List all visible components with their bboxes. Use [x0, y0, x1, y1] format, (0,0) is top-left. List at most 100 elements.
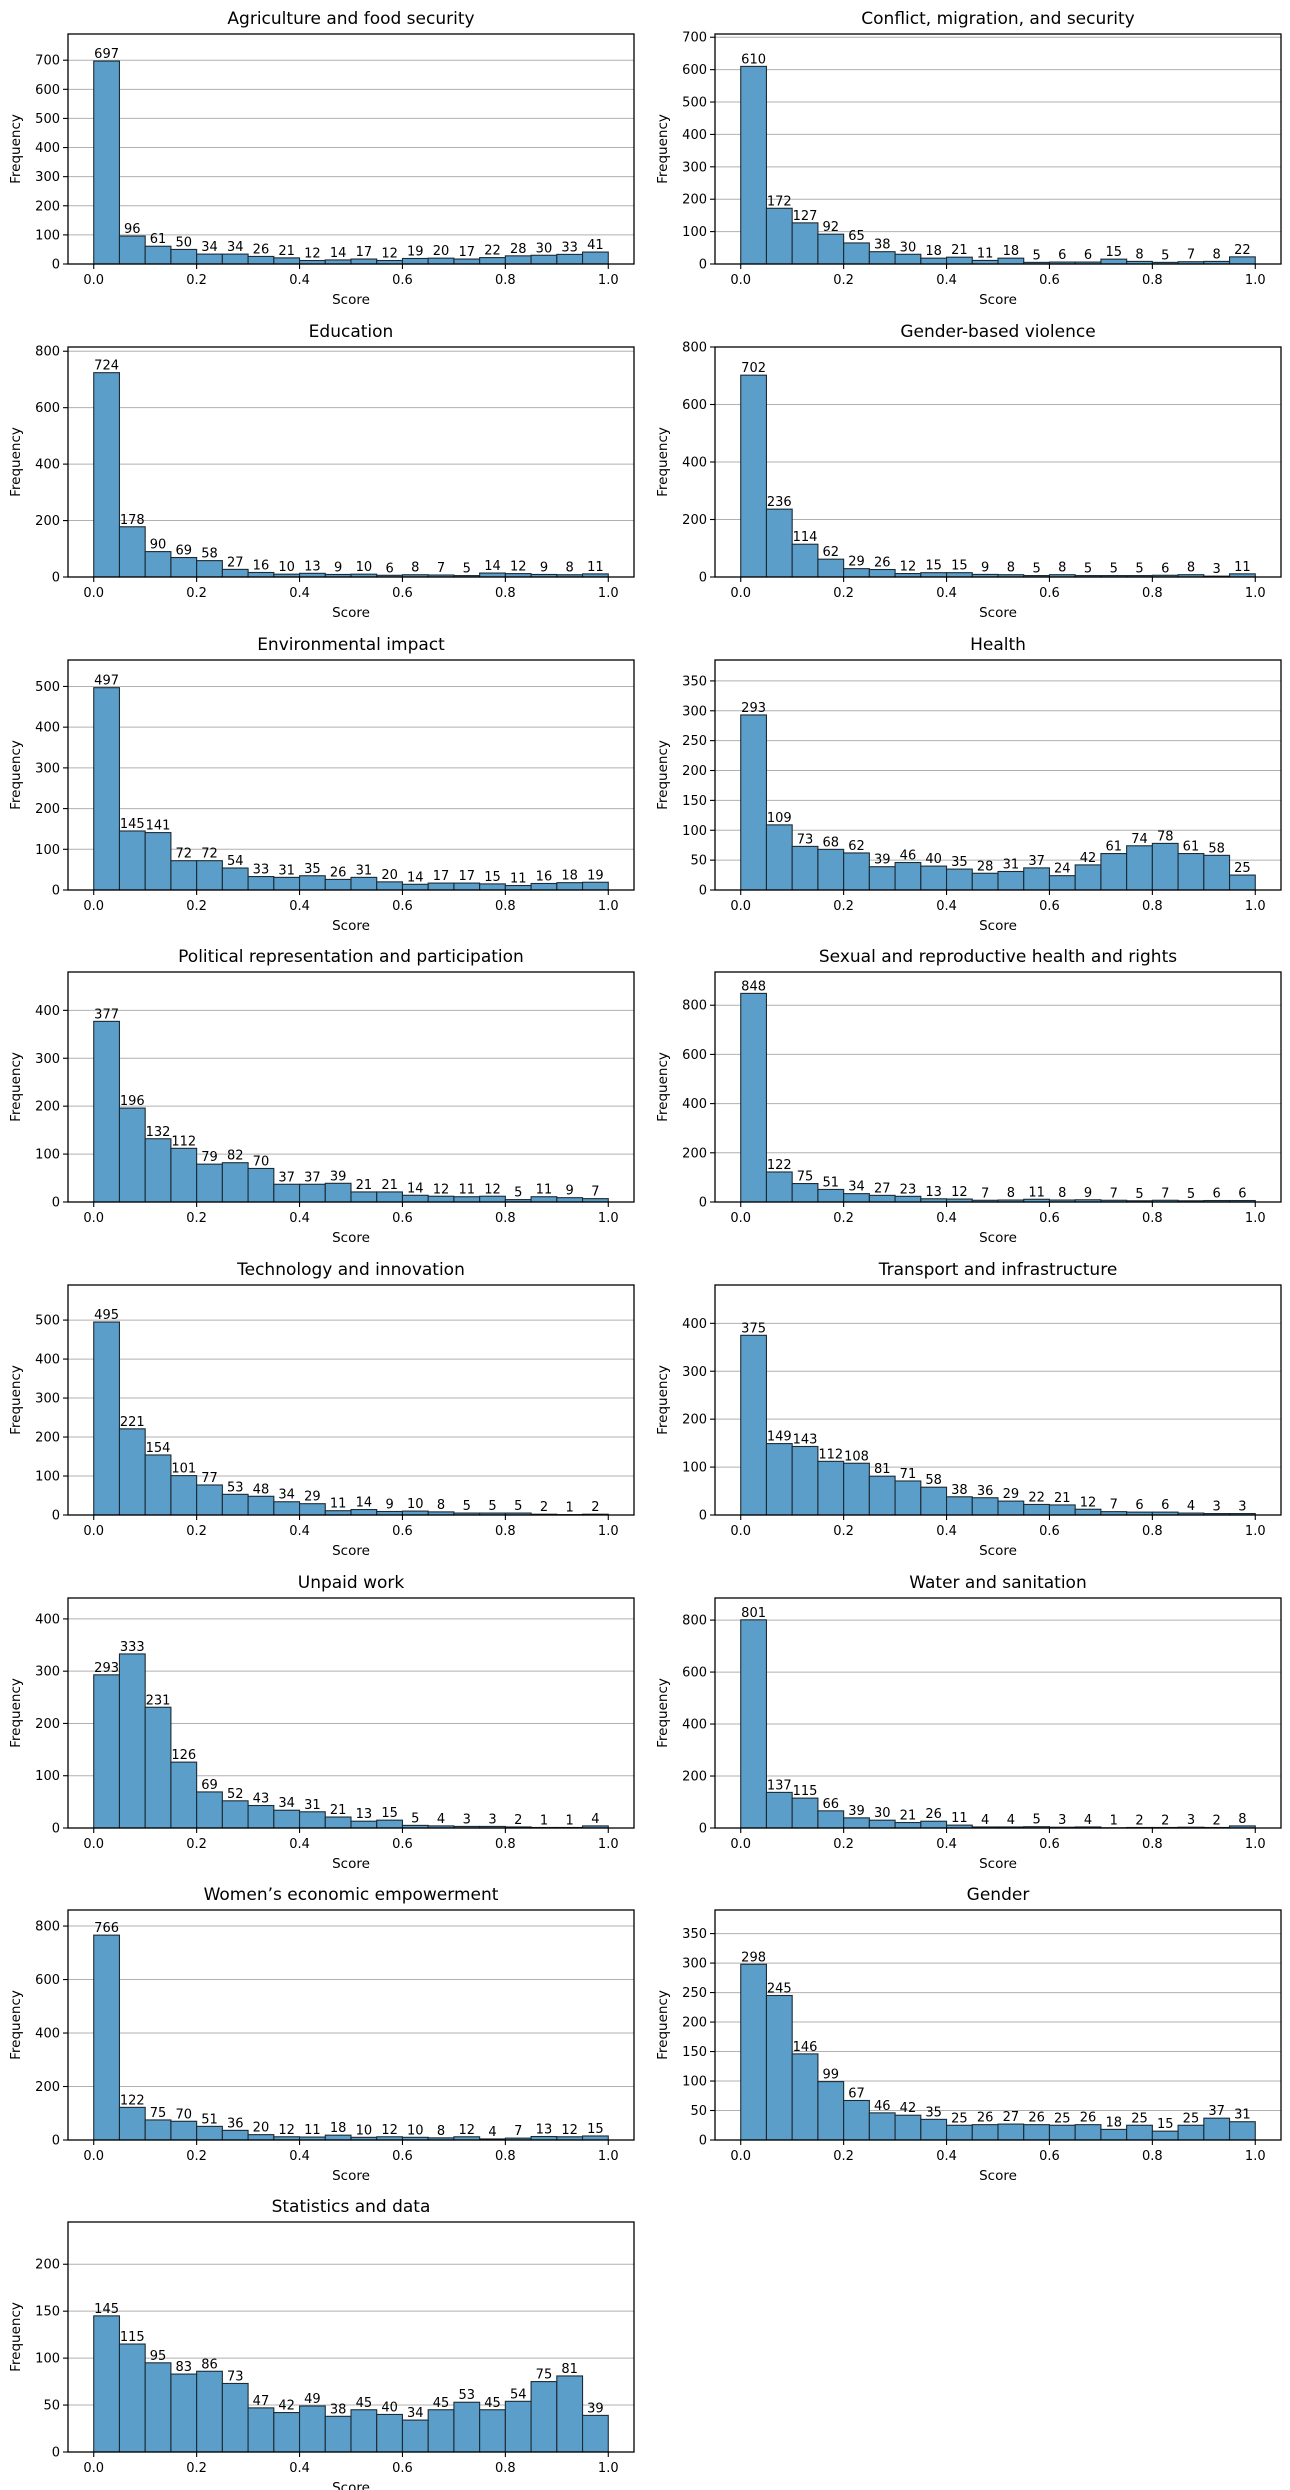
- bar-value-label: 196: [120, 1094, 145, 1109]
- histogram-bar: [221, 253, 249, 265]
- x-tick-label: 1.0: [1245, 1524, 1266, 1539]
- x-tick-label: 0.4: [936, 1524, 957, 1539]
- bar-value-label: 17: [458, 869, 475, 884]
- x-tick-label: 0.2: [833, 586, 854, 601]
- x-tick-label: 1.0: [598, 2149, 619, 2164]
- y-tick-label: 100: [682, 1461, 707, 1476]
- bar-value-label: 31: [1234, 2108, 1251, 2123]
- y-tick-label: 500: [682, 96, 707, 111]
- histogram-bar: [350, 1820, 378, 1829]
- histogram-bar: [1177, 853, 1205, 891]
- plot-frame: [67, 1597, 635, 1829]
- x-tick-label: 0.0: [730, 273, 751, 288]
- bar-value-label: 9: [385, 1497, 393, 1512]
- histogram-bar: [273, 876, 301, 891]
- histogram-bar: [843, 1817, 870, 1829]
- bar-value-label: 26: [253, 242, 270, 257]
- bar-value-label: 31: [304, 1798, 321, 1813]
- histogram-bar: [1151, 842, 1179, 891]
- y-tick-label: 100: [35, 228, 60, 243]
- bar-value-label: 74: [1131, 832, 1148, 847]
- bar-value-label: 40: [925, 852, 942, 867]
- bar-value-label: 34: [201, 240, 218, 255]
- histogram-bar: [843, 852, 870, 891]
- bar-value-label: 33: [561, 240, 578, 255]
- bar-value-label: 13: [925, 1185, 942, 1200]
- histogram-bar: [144, 2362, 172, 2453]
- bar-value-label: 86: [201, 2357, 218, 2372]
- histogram-bar: [118, 2343, 146, 2453]
- bar-value-label: 154: [146, 1441, 171, 1456]
- plot-frame: [67, 33, 635, 265]
- y-tick-label: 800: [682, 1614, 707, 1629]
- histogram-bar: [791, 2053, 819, 2141]
- histogram-bar: [273, 1501, 301, 1516]
- panel-title: Women’s economic empowerment: [204, 1885, 499, 1905]
- y-tick-label: 200: [682, 1146, 707, 1161]
- bar-value-label: 12: [484, 1182, 501, 1197]
- histogram-bar: [93, 687, 121, 891]
- bar-value-label: 25: [1234, 861, 1251, 876]
- x-tick-label: 0.6: [392, 2461, 413, 2476]
- bar-value-label: 6: [1213, 1187, 1221, 1202]
- bar-value-label: 333: [120, 1640, 145, 1655]
- y-tick-label: 100: [35, 1148, 60, 1163]
- bar-value-label: 54: [510, 2387, 527, 2402]
- histogram-panel-8: Sexual and reproductive health and right…: [655, 947, 1282, 1246]
- y-tick-label: 0: [699, 2134, 707, 2149]
- histogram-bar: [1100, 2128, 1128, 2141]
- bar-value-label: 31: [1003, 857, 1020, 872]
- y-tick-label: 150: [682, 794, 707, 809]
- bar-value-label: 26: [925, 1807, 942, 1822]
- plot-frame: [67, 1284, 635, 1516]
- histogram-bar: [530, 254, 558, 265]
- bar-value-label: 10: [407, 1497, 424, 1512]
- histogram-bar: [170, 860, 198, 891]
- bar-value-label: 34: [227, 240, 244, 255]
- x-tick-label: 0.6: [1039, 1837, 1060, 1852]
- bar-value-label: 61: [1183, 840, 1200, 855]
- bar-value-label: 72: [201, 847, 218, 862]
- bar-value-label: 7: [514, 2124, 522, 2139]
- y-tick-label: 50: [690, 2104, 707, 2119]
- bar-value-label: 20: [433, 244, 450, 259]
- histogram-bar: [920, 1486, 948, 1516]
- bar-value-label: 79: [201, 1150, 218, 1165]
- bar-value-label: 9: [1084, 1186, 1092, 1201]
- y-tick-label: 300: [35, 1392, 60, 1407]
- histogram-bar: [817, 1810, 845, 1829]
- histogram-bar: [118, 526, 146, 578]
- x-tick-label: 1.0: [598, 586, 619, 601]
- histogram-bar: [196, 560, 223, 578]
- x-tick-label: 1.0: [598, 1211, 619, 1226]
- bar-value-label: 69: [201, 1778, 218, 1793]
- x-tick-label: 1.0: [1245, 586, 1266, 601]
- y-tick-label: 100: [682, 225, 707, 240]
- histogram-bar: [817, 2081, 845, 2141]
- bar-value-label: 172: [767, 194, 792, 209]
- bar-value-label: 25: [1131, 2111, 1148, 2126]
- histogram-bar: [581, 251, 609, 265]
- histogram-bar: [221, 1800, 249, 1829]
- histogram-bar: [170, 556, 198, 578]
- histogram-bar: [1023, 1503, 1051, 1516]
- bar-value-label: 5: [514, 1186, 522, 1201]
- histogram-bar: [221, 867, 249, 891]
- y-tick-label: 0: [52, 1196, 60, 1211]
- x-tick-label: 0.4: [289, 899, 310, 914]
- bar-value-label: 42: [1080, 851, 1097, 866]
- y-tick-label: 250: [682, 734, 707, 749]
- histogram-bar: [581, 881, 609, 891]
- bar-value-label: 70: [175, 2107, 192, 2122]
- x-tick-label: 0.4: [936, 1211, 957, 1226]
- bar-value-label: 132: [146, 1125, 171, 1140]
- histogram-bar: [298, 1811, 326, 1829]
- bar-value-label: 37: [1208, 2104, 1225, 2119]
- bar-value-label: 5: [463, 562, 471, 577]
- bar-value-label: 697: [94, 47, 119, 62]
- bar-value-label: 221: [120, 1415, 145, 1430]
- panel-title: Sexual and reproductive health and right…: [819, 947, 1177, 967]
- x-tick-label: 0.2: [186, 899, 207, 914]
